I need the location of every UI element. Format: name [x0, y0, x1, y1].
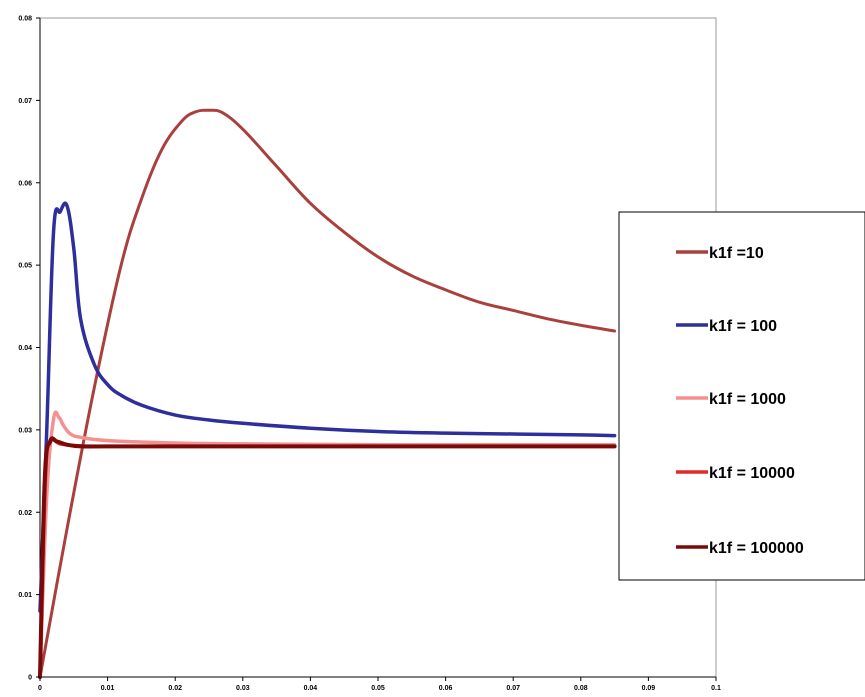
y-tick-label: 0.06: [18, 180, 32, 187]
legend-item: k1f = 100000: [676, 540, 804, 557]
y-tick-label: 0: [28, 675, 32, 682]
legend-item: k1f = 100: [676, 318, 777, 335]
legend-label: k1f =10: [709, 245, 764, 262]
x-tick-label: 0.03: [236, 685, 250, 692]
plot-area-frame: [39, 17, 717, 678]
y-tick-label: 0.02: [18, 510, 32, 517]
legend: k1f =10 k1f = 100 k1f = 1000 k1f = 10000 k1f…: [618, 211, 865, 581]
x-axis-ticks: 0 0.01 0.02 0.03 0.04 0.05 0.06 0.07 0.08 0.09 0.1: [38, 677, 721, 692]
legend-label: k1f = 100: [709, 318, 777, 335]
series-line-3: [38, 410, 617, 679]
series-line-2: [38, 201, 617, 613]
x-tick-label: 0: [38, 685, 42, 692]
series-line-4: [38, 437, 617, 679]
legend-item: k1f =10: [676, 245, 764, 262]
y-tick-label: 0.08: [18, 16, 32, 23]
legend-label: k1f = 10000: [709, 465, 795, 482]
series-layer: [38, 108, 617, 679]
y-tick-label: 0.03: [18, 427, 32, 434]
legend-box: [618, 211, 865, 581]
legend-label: k1f = 1000: [709, 391, 786, 408]
x-tick-label: 0.1: [711, 685, 721, 692]
y-tick-label: 0.05: [18, 263, 32, 270]
y-tick-label: 0.07: [18, 98, 32, 105]
y-axis-ticks: 0 0.01 0.02 0.03 0.04 0.05 0.06 0.07 0.08: [18, 16, 40, 682]
x-tick-label: 0.09: [642, 685, 656, 692]
x-tick-label: 0.05: [371, 685, 385, 692]
legend-item: k1f = 1000: [676, 391, 786, 408]
series-line-5: [38, 436, 617, 679]
y-tick-label: 0.01: [18, 592, 32, 599]
x-tick-label: 0.08: [574, 685, 588, 692]
x-tick-label: 0.01: [101, 685, 115, 692]
legend-label: k1f = 100000: [709, 540, 804, 557]
x-tick-label: 0.02: [168, 685, 182, 692]
y-tick-label: 0.04: [18, 345, 32, 352]
x-tick-label: 0.06: [439, 685, 453, 692]
x-tick-label: 0.07: [506, 685, 520, 692]
x-tick-label: 0.04: [304, 685, 318, 692]
series-line-1: [38, 108, 617, 679]
legend-item: k1f = 10000: [676, 465, 795, 482]
